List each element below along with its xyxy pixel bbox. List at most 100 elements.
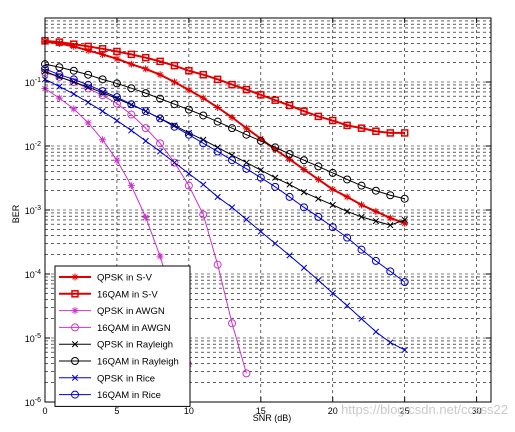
data-point xyxy=(242,130,251,139)
series-0 xyxy=(41,37,409,227)
data-point xyxy=(315,277,322,284)
data-point xyxy=(84,42,92,51)
data-point xyxy=(314,112,323,121)
data-point xyxy=(127,182,135,190)
y-tick-exponent: -5 xyxy=(35,333,41,340)
data-point xyxy=(199,70,208,79)
data-point xyxy=(401,219,409,227)
data-point xyxy=(357,124,366,132)
data-point xyxy=(328,223,337,232)
data-point xyxy=(358,201,366,209)
data-point xyxy=(299,203,308,212)
data-point xyxy=(170,78,178,86)
data-point xyxy=(314,162,323,171)
legend-entry: 16QAM in AWGN xyxy=(59,323,171,334)
data-point xyxy=(386,214,394,222)
data-point xyxy=(272,240,279,247)
data-point xyxy=(243,159,250,166)
series-6 xyxy=(41,76,408,354)
data-point xyxy=(71,374,79,381)
legend-entry: QPSK in Rayleigh xyxy=(59,340,173,351)
data-point xyxy=(69,78,78,86)
data-point xyxy=(372,217,380,225)
data-point xyxy=(113,55,121,63)
data-point xyxy=(213,117,222,126)
data-point xyxy=(55,39,63,47)
data-point xyxy=(141,53,150,62)
data-point xyxy=(271,96,279,104)
y-tick-label: 10-3 xyxy=(25,205,41,216)
data-point xyxy=(199,111,208,120)
data-point xyxy=(228,319,237,328)
legend-label: 16QAM in Rice xyxy=(97,390,161,401)
legend-box xyxy=(54,265,191,407)
data-point xyxy=(98,91,107,100)
data-point xyxy=(256,136,265,145)
data-point xyxy=(242,164,251,173)
data-point xyxy=(142,213,150,221)
y-tick-base: 10 xyxy=(25,270,35,280)
data-point xyxy=(328,116,337,125)
data-point xyxy=(84,70,93,79)
data-point xyxy=(214,103,222,111)
data-point xyxy=(141,107,150,116)
data-point xyxy=(213,147,222,156)
data-point xyxy=(387,221,394,229)
data-point xyxy=(257,91,265,99)
data-point xyxy=(271,143,280,152)
data-point xyxy=(84,47,92,55)
y-tick-label: 10-2 xyxy=(25,141,41,152)
data-point xyxy=(185,170,193,177)
data-point xyxy=(343,121,351,130)
legend-entry: 16QAM in Rice xyxy=(59,390,161,401)
x-tick-label: 5 xyxy=(114,406,119,416)
data-point xyxy=(257,166,264,174)
data-point xyxy=(343,193,351,201)
data-point xyxy=(113,117,121,124)
data-point xyxy=(285,192,294,201)
legend-entry: QPSK in Rice xyxy=(59,373,155,384)
data-point xyxy=(386,191,395,200)
data-point xyxy=(142,137,149,145)
data-point xyxy=(112,79,121,88)
data-point xyxy=(170,100,179,109)
data-point xyxy=(170,158,179,167)
data-point xyxy=(70,90,77,98)
data-point xyxy=(329,185,337,193)
data-point xyxy=(71,341,79,348)
y-tick-exponent: -3 xyxy=(35,205,41,212)
data-point xyxy=(55,70,64,79)
data-point xyxy=(285,101,294,110)
data-point xyxy=(272,174,279,181)
data-point xyxy=(257,135,265,143)
legend: QPSK in S-V 16QAM in S-V QPSK in AWGN 16QAM… xyxy=(54,265,191,407)
data-point xyxy=(127,110,136,119)
data-point xyxy=(286,252,293,259)
data-point xyxy=(127,60,135,68)
x-axis-label: SNR (dB) xyxy=(253,413,292,423)
x-tick-label: 15 xyxy=(256,406,266,416)
data-point xyxy=(84,80,93,89)
series-layer xyxy=(41,37,409,378)
data-point xyxy=(371,256,380,265)
series-line xyxy=(44,40,406,225)
data-point xyxy=(300,189,308,196)
y-tick-label: 10-6 xyxy=(25,397,41,408)
data-point xyxy=(386,129,395,137)
data-point xyxy=(71,273,79,281)
data-point xyxy=(127,84,136,93)
data-point xyxy=(71,290,79,298)
data-point xyxy=(286,181,293,188)
data-point xyxy=(170,61,179,70)
data-point xyxy=(243,216,250,223)
data-point xyxy=(199,139,208,148)
data-point xyxy=(343,175,352,184)
y-tick-exponent: -2 xyxy=(35,141,41,148)
data-point xyxy=(112,93,121,102)
data-point xyxy=(141,89,150,98)
data-point xyxy=(98,87,107,96)
data-point xyxy=(70,40,78,48)
data-point xyxy=(98,75,107,84)
data-point xyxy=(343,302,351,309)
legend-entry: QPSK in AWGN xyxy=(59,306,165,317)
